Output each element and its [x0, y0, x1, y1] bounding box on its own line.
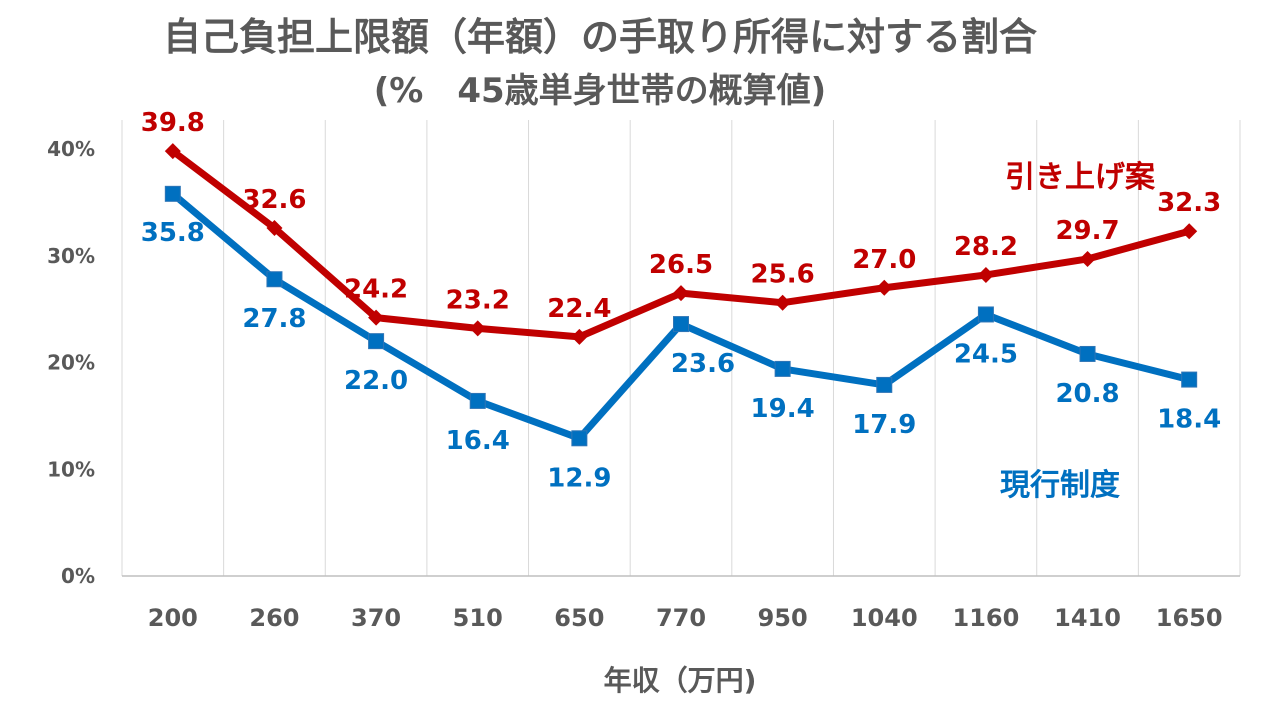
x-tick-label: 370	[351, 604, 401, 632]
data-point-marker	[1079, 250, 1096, 267]
data-point-marker	[1079, 345, 1096, 362]
chart-title: 自己負担上限額（年額）の手取り所得に対する割合	[163, 15, 1037, 59]
data-label: 26.5	[649, 250, 713, 280]
data-label: 16.4	[446, 426, 510, 456]
data-point-marker	[571, 430, 588, 447]
y-tick-label: 0%	[61, 564, 95, 588]
data-point-marker	[774, 294, 791, 311]
x-axis: 200 260 370 510 650 770 950 1040 1160 1410 1650	[122, 575, 1240, 632]
x-tick-label: 200	[148, 604, 198, 632]
x-tick-label: 650	[554, 604, 604, 632]
data-label: 18.4	[1157, 405, 1221, 435]
data-point-marker	[266, 219, 283, 236]
data-point-marker	[164, 143, 181, 160]
data-point-marker	[1181, 371, 1198, 388]
data-point-marker	[977, 306, 994, 323]
data-label: 17.9	[852, 410, 916, 440]
series-label-proposal: 引き上げ案	[1005, 160, 1156, 195]
x-tick-label: 1410	[1054, 604, 1121, 632]
data-point-marker	[368, 333, 385, 350]
x-tick-label: 510	[453, 604, 503, 632]
data-label: 32.6	[242, 185, 306, 215]
x-tick-label: 1040	[851, 604, 918, 632]
data-label: 24.5	[954, 339, 1018, 369]
data-point-marker	[876, 376, 893, 393]
x-tick-label: 1650	[1156, 604, 1223, 632]
data-label: 35.8	[141, 218, 205, 248]
data-label: 12.9	[547, 463, 611, 493]
data-point-marker	[368, 309, 385, 326]
data-point-marker	[673, 316, 689, 333]
data-label: 24.2	[344, 275, 408, 305]
data-label: 23.6	[671, 349, 735, 379]
data-point-marker	[774, 360, 791, 377]
data-point-marker	[164, 185, 181, 202]
series-group	[164, 143, 1198, 447]
series-label-current: 現行制度	[1000, 468, 1120, 503]
data-point-marker	[876, 279, 893, 296]
data-point-marker	[571, 328, 588, 345]
data-point-marker	[673, 285, 689, 302]
x-axis-title: 年収（万円)	[604, 664, 757, 697]
data-point-marker	[977, 266, 994, 283]
data-label: 28.2	[954, 232, 1018, 262]
data-label: 22.0	[344, 366, 408, 396]
x-tick-label: 1160	[953, 604, 1020, 632]
data-label: 23.2	[446, 285, 510, 315]
data-point-marker	[469, 320, 486, 337]
y-tick-label: 10%	[47, 457, 95, 481]
data-label: 20.8	[1055, 379, 1119, 409]
y-tick-label: 20%	[47, 351, 95, 375]
chart-subtitle: (% 45歳単身世帯の概算値)	[374, 71, 826, 111]
data-point-marker	[469, 392, 486, 409]
y-tick-label: 40%	[47, 137, 95, 161]
data-labels: 39.8 32.6 24.2 23.2 22.4 26.5 25.6 27.0 28.2 29.7…	[141, 108, 1222, 493]
data-label: 27.0	[852, 245, 916, 275]
y-axis: 0% 10% 20% 30% 40%	[47, 137, 95, 588]
data-label: 32.3	[1157, 188, 1221, 218]
data-label: 19.4	[751, 394, 815, 424]
data-label: 39.8	[141, 108, 205, 138]
y-tick-label: 30%	[47, 244, 95, 268]
data-label: 27.8	[242, 304, 306, 334]
x-tick-label: 260	[249, 604, 299, 632]
data-label: 22.4	[547, 294, 611, 324]
data-point-marker	[1181, 223, 1198, 240]
data-point-marker	[266, 271, 283, 288]
x-tick-label: 770	[656, 604, 706, 632]
x-tick-label: 950	[758, 604, 808, 632]
data-label: 29.7	[1055, 216, 1119, 246]
data-label: 25.6	[751, 260, 815, 290]
